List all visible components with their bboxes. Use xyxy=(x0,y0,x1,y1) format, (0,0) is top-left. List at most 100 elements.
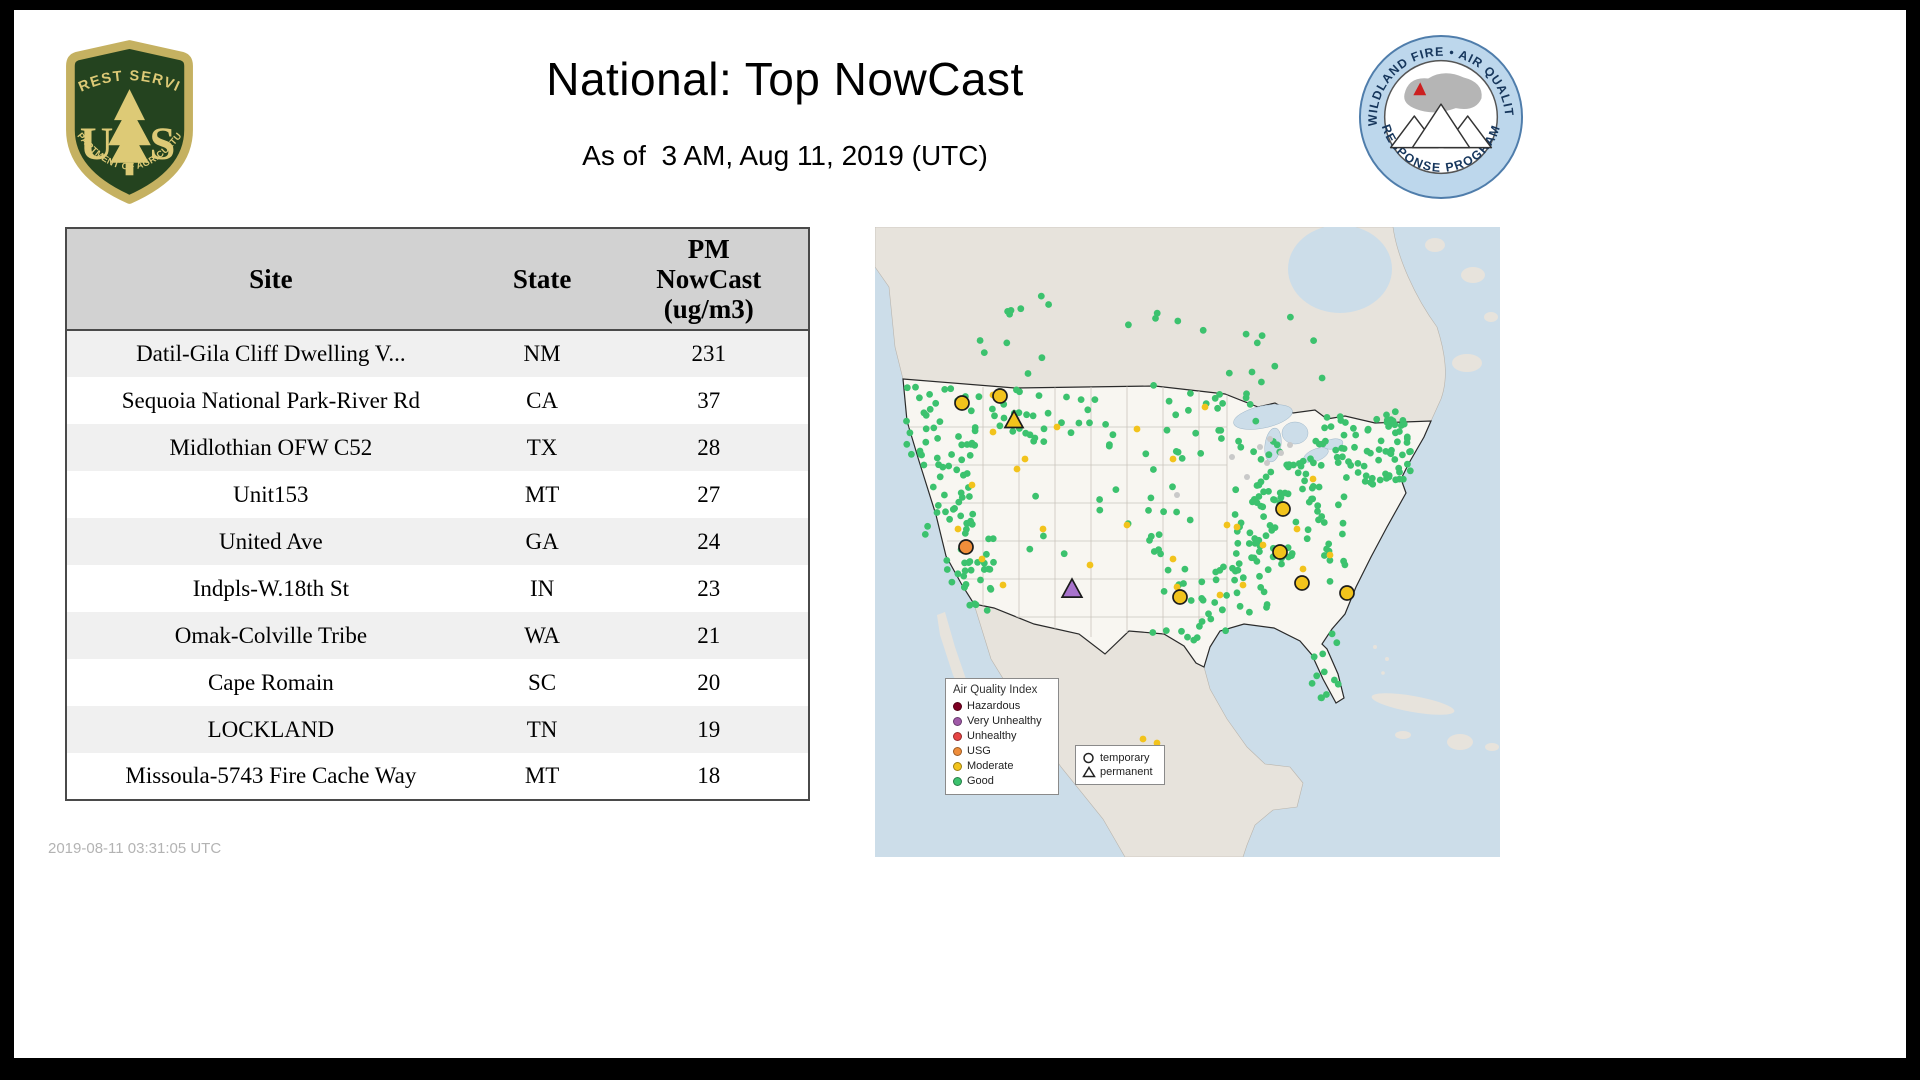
table-row: Datil-Gila Cliff Dwelling V... NM 231 xyxy=(66,330,809,377)
monitor-dot-good xyxy=(1007,307,1015,314)
monitor-dot-good xyxy=(1162,627,1170,634)
marker-type-label: permanent xyxy=(1100,766,1153,778)
monitor-dot-good xyxy=(912,383,919,391)
state-cell: NM xyxy=(523,341,561,366)
state-cell: MT xyxy=(524,481,560,507)
monitor-dot-good xyxy=(903,440,911,448)
aqi-legend-label: Very Unhealthy xyxy=(967,715,1042,727)
monitor-dot-good xyxy=(983,607,991,614)
monitor-dot-good xyxy=(1197,450,1205,457)
monitor-dot-good xyxy=(1403,435,1411,442)
monitor-dot-good xyxy=(1040,532,1047,540)
monitor-dot-good xyxy=(1198,578,1206,586)
monitor-dot-good xyxy=(987,585,995,593)
monitor-dot-good xyxy=(1091,396,1099,403)
monitor-dot-good xyxy=(1149,629,1157,636)
monitor-dot-good xyxy=(1334,459,1342,466)
monitor-dot-good xyxy=(1322,437,1329,445)
monitor-dot-good xyxy=(1288,550,1296,557)
table-row: Indpls-W.18th St IN 23 xyxy=(66,565,809,612)
monitor-dot-good xyxy=(1351,443,1358,451)
monitor-dot-moderate xyxy=(1039,525,1047,533)
monitor-dot-good xyxy=(1265,488,1272,495)
monitor-dot-good xyxy=(968,439,976,447)
monitor-dot-good xyxy=(1323,414,1331,421)
site-marker-temporary xyxy=(958,539,974,555)
aqi-color-dot xyxy=(953,761,962,771)
site-marker-temporary xyxy=(1294,575,1310,591)
state-cell: MT xyxy=(524,763,560,788)
monitor-dot-good xyxy=(942,508,949,516)
monitor-dot-good xyxy=(1242,330,1250,338)
monitor-dot-good xyxy=(957,512,965,520)
monitor-dot-good xyxy=(941,491,948,499)
table-row: Cape Romain SC 20 xyxy=(66,659,809,706)
monitor-dot-good xyxy=(1232,486,1240,494)
monitor-dot-good xyxy=(1211,394,1219,402)
monitor-dot-good xyxy=(908,450,915,458)
monitor-dot-good xyxy=(1000,414,1008,422)
monitor-dot-good xyxy=(1236,602,1244,610)
monitor-dot-good xyxy=(1233,589,1241,597)
monitor-dot-good xyxy=(1299,485,1306,493)
monitor-dot-moderate xyxy=(1293,525,1301,533)
monitor-dot-good xyxy=(932,399,940,407)
monitor-dot-good xyxy=(946,515,953,523)
monitor-dot-good xyxy=(924,522,931,530)
site-cell: Cape Romain xyxy=(207,669,334,695)
monitor-dot-good xyxy=(989,405,996,413)
monitor-dot-good xyxy=(1360,462,1368,470)
monitor-dot-good xyxy=(1336,413,1344,421)
fire-icon xyxy=(1413,82,1427,96)
monitor-dot-good xyxy=(1400,420,1408,428)
monitor-dot-good xyxy=(1304,526,1312,534)
monitor-dot-good xyxy=(1258,332,1266,339)
monitor-dot-good xyxy=(961,567,969,575)
site-marker-temporary xyxy=(992,388,1008,404)
monitor-dot-good xyxy=(947,385,955,393)
monitor-dot-good xyxy=(1375,456,1382,464)
puerto-rico xyxy=(1485,743,1499,751)
site-marker-temporary xyxy=(954,395,970,411)
nowcast-table-body: Datil-Gila Cliff Dwelling V... NM 231 Sequo… xyxy=(66,330,809,800)
monitor-dot-good xyxy=(1318,694,1325,702)
monitor-dot-good xyxy=(1317,461,1325,469)
pm-value-cell: 37 xyxy=(697,387,721,413)
monitor-dot-good xyxy=(969,510,977,518)
monitor-dot-good xyxy=(1023,411,1030,419)
aqi-legend-item: Moderate xyxy=(953,760,1051,772)
header: National: Top NowCast As of 3 AM, Aug 11… xyxy=(300,52,1270,172)
site-cell: Datil-Gila Cliff Dwelling V... xyxy=(136,341,406,366)
site-cell: Indpls-W.18th St xyxy=(192,575,350,601)
monitor-dot-good xyxy=(1303,535,1311,543)
monitor-dot-good xyxy=(1318,374,1326,382)
monitor-dot-good xyxy=(1160,508,1167,516)
monitor-dot-moderate xyxy=(1169,455,1177,463)
monitor-dot-good xyxy=(1155,546,1162,554)
monitor-dot-good xyxy=(1234,566,1242,574)
monitor-dot-good xyxy=(1273,441,1281,449)
monitor-dot-good xyxy=(971,600,979,608)
site-cell: LOCKLAND xyxy=(207,716,335,742)
monitor-dot-good xyxy=(1310,653,1318,661)
monitor-dot-good xyxy=(934,502,942,509)
monitor-dot-moderate xyxy=(989,428,997,436)
monitor-dot-good xyxy=(1263,601,1271,608)
monitor-dot-good xyxy=(1256,548,1263,555)
page-title: National: Top NowCast xyxy=(546,53,1024,105)
monitor-dot-good xyxy=(1321,552,1328,559)
monitor-dot-good xyxy=(903,384,911,392)
monitor-dot-good xyxy=(966,493,973,500)
aqi-color-dot xyxy=(953,746,962,756)
monitor-dot-good xyxy=(1333,453,1341,461)
monitor-dot-good xyxy=(967,566,975,574)
monitor-dot-good xyxy=(1339,519,1347,527)
monitor-dot-good xyxy=(1077,396,1085,403)
pm-value-cell: 18 xyxy=(697,763,721,788)
monitor-dot-good xyxy=(1352,431,1360,439)
monitor-dot-good xyxy=(1294,469,1302,477)
monitor-dot-moderate xyxy=(1021,455,1029,463)
monitor-dot-good xyxy=(1252,417,1260,425)
monitor-dot-good xyxy=(922,411,930,419)
site-marker-permanent xyxy=(1003,409,1025,429)
